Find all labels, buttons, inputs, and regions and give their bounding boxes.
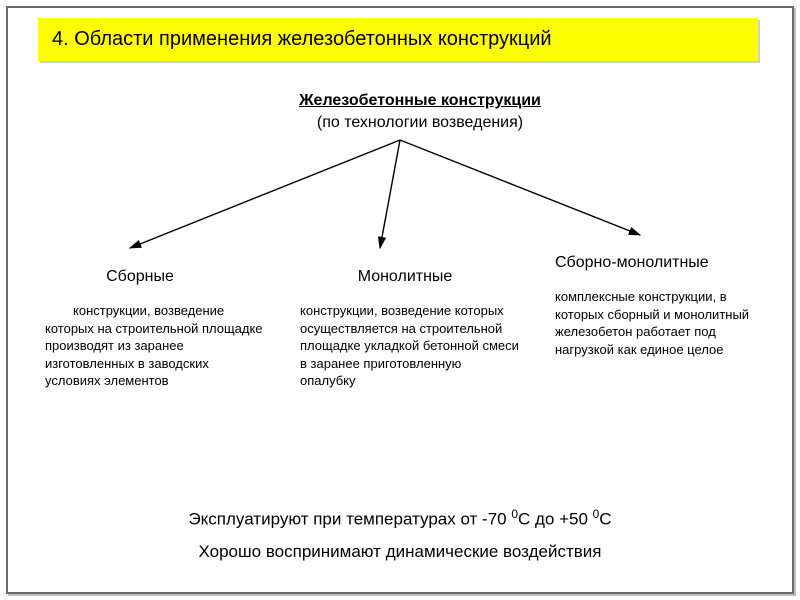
- branch-2-desc: конструкции, возведение которых осуществ…: [300, 302, 520, 390]
- root-block: Железобетонные конструкции (по технологи…: [240, 90, 600, 133]
- branch-3-title: Сборно-монолитные: [555, 254, 775, 272]
- title-banner: 4. Области применения железобетонных кон…: [38, 18, 758, 61]
- footer-sup-1: 0: [511, 507, 518, 521]
- footer-line-2: Хорошо воспринимают динамические воздейс…: [0, 536, 800, 568]
- branch-3-desc: комплексные конструкции, в которых сборн…: [555, 288, 775, 358]
- footer-l1-c: С: [599, 509, 611, 528]
- root-label: Железобетонные конструкции: [240, 90, 600, 112]
- branch-2: Монолитные конструкции, возведение котор…: [300, 268, 520, 390]
- footer-l1-b: С до +50: [518, 509, 593, 528]
- footer-line-1: Эксплуатируют при температурах от -70 0С…: [0, 503, 800, 536]
- title-text: 4. Области применения железобетонных кон…: [52, 28, 552, 50]
- branch-1: Сборные конструкции, возведение которых …: [45, 268, 265, 390]
- branch-3: Сборно-монолитные комплексные конструкци…: [555, 254, 775, 358]
- footer: Эксплуатируют при температурах от -70 0С…: [0, 503, 800, 568]
- branch-1-title: Сборные: [45, 268, 265, 286]
- branch-1-desc: конструкции, возведение которых на строи…: [45, 302, 265, 390]
- root-subtitle: (по технологии возведения): [240, 112, 600, 134]
- branch-2-title: Монолитные: [300, 268, 520, 286]
- footer-l1-a: Эксплуатируют при температурах от -70: [188, 509, 511, 528]
